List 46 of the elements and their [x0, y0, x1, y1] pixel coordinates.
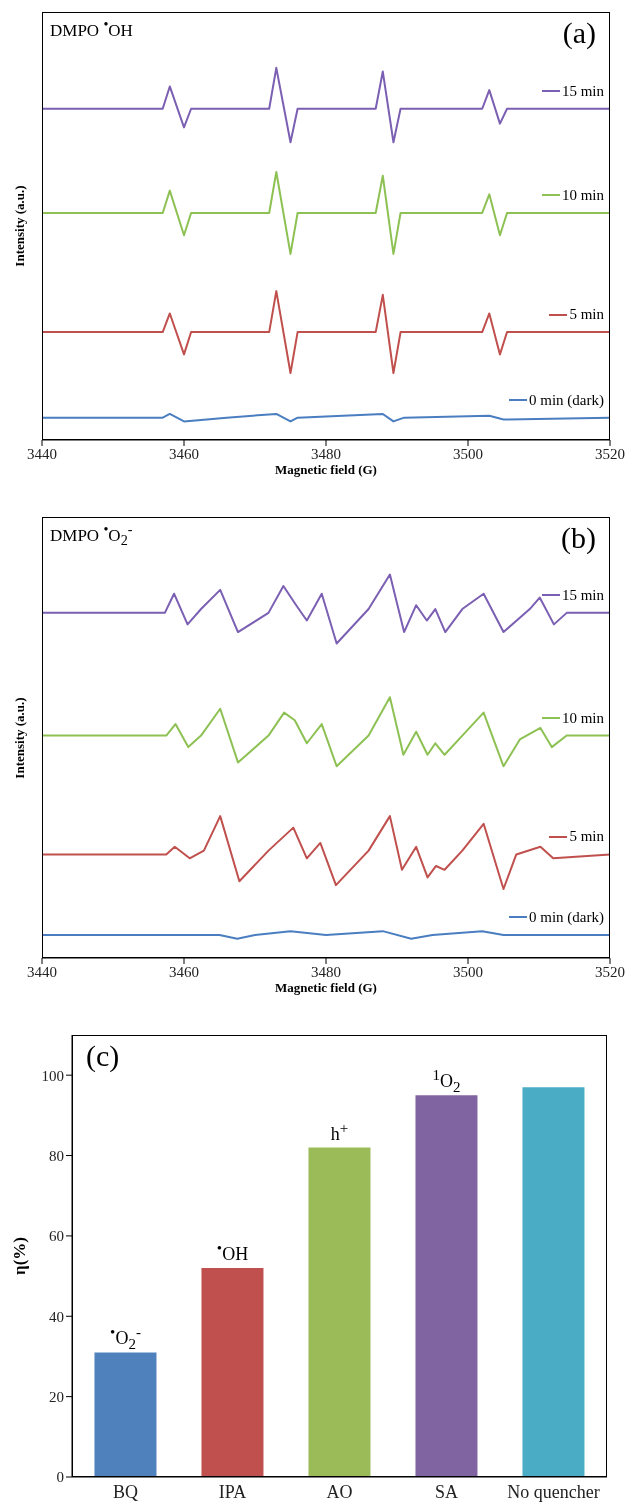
x-tick-label: IPA [218, 1481, 247, 1502]
bar [308, 1147, 371, 1477]
y-tick-label: 40 [49, 1308, 64, 1325]
y-tick-label: 20 [49, 1388, 64, 1405]
x-tick-label: 3460 [169, 445, 199, 462]
y-tick-label: 100 [41, 1067, 64, 1084]
x-tick-label: 3500 [453, 445, 483, 462]
legend-label: 5 min [569, 306, 604, 324]
legend-label: 10 min [561, 709, 604, 727]
annotation: $^{•}$OH [216, 1240, 249, 1266]
bar [522, 1087, 585, 1477]
x-tick-label: 3440 [27, 963, 57, 980]
y-tick-label: 0 [56, 1469, 64, 1486]
x-tick-label: 3480 [311, 963, 341, 980]
text: DMPO $^{•}$OH [50, 16, 133, 41]
bar [415, 1095, 478, 1477]
chart-title: (b) [561, 521, 596, 555]
y-tick-label: 60 [49, 1228, 64, 1245]
chart-title: (c) [86, 1039, 120, 1073]
y-axis-title: Intensity (a.u.) [12, 696, 28, 779]
legend-label: 5 min [569, 828, 604, 846]
legend-label: 15 min [561, 586, 604, 604]
legend-label: 0 min (dark) [529, 391, 604, 409]
legend-label: 15 min [561, 82, 604, 100]
annotation: h$^{+}$ [330, 1119, 349, 1145]
x-tick-label: 3500 [453, 963, 483, 980]
y-axis-title: η(%) [10, 1237, 30, 1275]
x-tick-label: 3480 [311, 445, 341, 462]
bar [201, 1268, 264, 1477]
x-axis-title: Magnetic field (G) [274, 462, 378, 478]
x-tick-label: No quencher [507, 1481, 600, 1502]
chart-title: (a) [562, 16, 596, 50]
x-tick-label: 3440 [27, 445, 57, 462]
x-tick-label: SA [434, 1481, 459, 1502]
y-axis-title: Intensity (a.u.) [12, 185, 28, 267]
x-tick-label: 3520 [595, 445, 625, 462]
legend-label: 0 min (dark) [529, 908, 604, 926]
x-axis-title: Magnetic field (G) [274, 980, 378, 996]
x-tick-label: 3520 [595, 963, 625, 980]
x-tick-label: BQ [112, 1481, 139, 1502]
x-tick-label: 3460 [169, 963, 199, 980]
annotation: $^{1}$O$_{2}$ [432, 1067, 461, 1096]
bar [94, 1352, 157, 1477]
legend-label: 10 min [561, 186, 604, 204]
y-tick-label: 80 [49, 1147, 64, 1164]
x-tick-label: AO [326, 1481, 353, 1502]
